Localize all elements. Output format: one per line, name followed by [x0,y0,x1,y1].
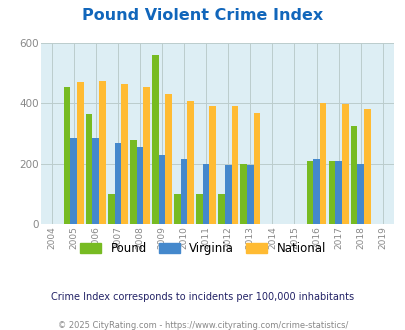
Bar [350,126,356,224]
Bar [92,138,99,224]
Bar [64,87,70,224]
Bar [319,103,326,224]
Bar [187,101,194,224]
Bar [363,109,370,224]
Bar [209,106,215,224]
Bar [152,55,158,224]
Bar [108,194,114,224]
Bar [335,161,341,224]
Bar [114,143,121,224]
Bar [246,165,253,224]
Bar [356,164,363,224]
Text: © 2025 CityRating.com - https://www.cityrating.com/crime-statistics/: © 2025 CityRating.com - https://www.city… [58,321,347,330]
Text: Crime Index corresponds to incidents per 100,000 inhabitants: Crime Index corresponds to incidents per… [51,292,354,302]
Bar [70,138,77,224]
Bar [143,87,149,224]
Bar [174,194,180,224]
Bar [99,81,105,224]
Bar [202,164,209,224]
Text: Pound Violent Crime Index: Pound Violent Crime Index [82,8,323,23]
Bar [328,161,335,224]
Bar [196,194,202,224]
Bar [253,113,260,224]
Bar [165,94,172,224]
Bar [306,161,313,224]
Bar [224,165,231,224]
Bar [218,194,224,224]
Bar [136,147,143,224]
Bar [158,155,165,224]
Bar [130,140,136,224]
Bar [231,106,238,224]
Bar [121,84,128,224]
Bar [77,82,83,224]
Bar [313,159,319,224]
Legend: Pound, Virginia, National: Pound, Virginia, National [75,237,330,260]
Bar [240,164,246,224]
Bar [341,104,348,224]
Bar [180,159,187,224]
Bar [85,114,92,224]
